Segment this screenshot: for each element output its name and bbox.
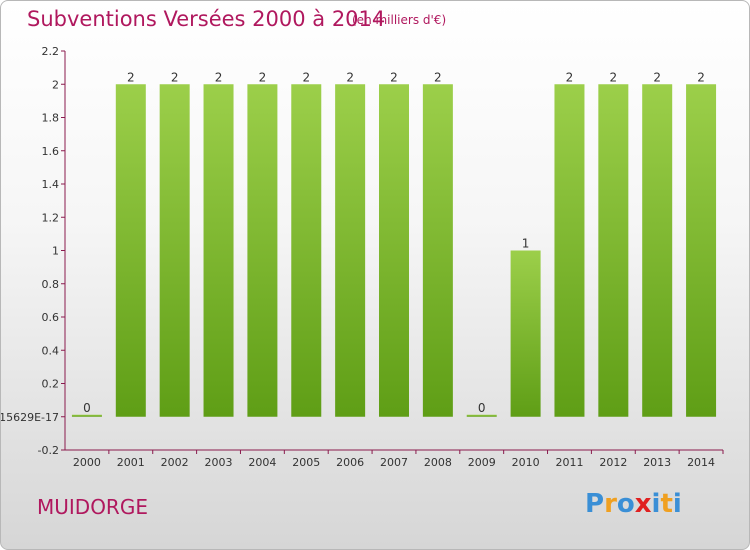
bars-group: 0 2 2 2 2 2 2 2 2 0 1 2 2 2 2 <box>71 70 717 417</box>
data-label: 2 <box>302 70 310 84</box>
x-tick-label: 2007 <box>380 456 408 469</box>
logo-letter: r <box>604 489 617 519</box>
x-tick-label: 2012 <box>599 456 627 469</box>
logo-letter: i <box>651 489 661 519</box>
x-tick-label: 2013 <box>643 456 671 469</box>
data-label: 1 <box>522 237 530 251</box>
y-tick-label: 1.2 <box>42 211 60 224</box>
logo-letter: x <box>634 489 652 519</box>
proxiti-logo: Proxiti <box>585 489 682 519</box>
x-tick-label: 2002 <box>161 456 189 469</box>
bar <box>159 84 190 417</box>
y-tick-label: 0.8 <box>42 278 60 291</box>
bar <box>71 414 102 417</box>
logo-letter: o <box>616 489 635 519</box>
bar <box>686 84 717 417</box>
bar <box>247 84 278 417</box>
y-tick-label: -2.0815629E-17 <box>1 411 59 424</box>
axes-group: 2000 2001 2002 2003 2004 2005 2006 2007 2008 2009… <box>1 45 724 469</box>
data-label: 2 <box>215 70 223 84</box>
x-tick-label: 2010 <box>512 456 540 469</box>
y-tick-label: 2.2 <box>42 45 60 58</box>
bar <box>291 84 322 417</box>
x-tick-label: 2001 <box>117 456 145 469</box>
data-label: 2 <box>346 70 354 84</box>
data-label: 2 <box>259 70 267 84</box>
data-label: 0 <box>83 401 91 415</box>
data-label: 2 <box>653 70 661 84</box>
bar <box>203 84 234 417</box>
bar <box>598 84 629 417</box>
data-label: 2 <box>127 70 135 84</box>
x-tick-label: 2005 <box>292 456 320 469</box>
data-label: 2 <box>610 70 618 84</box>
data-label: 2 <box>390 70 398 84</box>
chart-subtitle: (en milliers d'€) <box>352 13 447 27</box>
x-tick-label: 2003 <box>205 456 233 469</box>
bar <box>554 84 585 417</box>
x-tick-label: 2000 <box>73 456 101 469</box>
bar <box>642 84 673 417</box>
y-tick-label: 0.4 <box>42 344 60 357</box>
logo-letter: t <box>660 489 673 519</box>
y-tick-label: 1 <box>52 245 59 258</box>
bar <box>510 250 541 417</box>
y-tick-label: 1.6 <box>42 145 60 158</box>
x-tick-label: 2014 <box>687 456 715 469</box>
logo-letter: P <box>585 489 605 519</box>
data-label: 2 <box>171 70 179 84</box>
x-tick-label: 2011 <box>555 456 583 469</box>
x-tick-label: 2009 <box>468 456 496 469</box>
y-tick-label: -0.2 <box>38 444 59 457</box>
data-label: 2 <box>566 70 574 84</box>
x-tick-label: 2004 <box>248 456 276 469</box>
y-tick-label: 1.8 <box>42 112 60 125</box>
y-tick-label: 0.6 <box>42 311 60 324</box>
chart-title: Subventions Versées 2000 à 2014 <box>27 7 386 31</box>
x-tick-label: 2006 <box>336 456 364 469</box>
x-tick-label: 2008 <box>424 456 452 469</box>
commune-name: MUIDORGE <box>37 495 148 519</box>
y-tick-label: 2 <box>52 78 59 91</box>
y-tick-label: 0.2 <box>42 378 60 391</box>
logo-letter: i <box>672 489 682 519</box>
data-label: 0 <box>478 401 486 415</box>
bar <box>422 84 453 417</box>
bar <box>115 84 146 417</box>
bar <box>335 84 366 417</box>
y-tick-label: 1.4 <box>42 178 60 191</box>
bar <box>379 84 409 417</box>
data-label: 2 <box>434 70 442 84</box>
data-label: 2 <box>697 70 705 84</box>
bar <box>466 414 497 417</box>
